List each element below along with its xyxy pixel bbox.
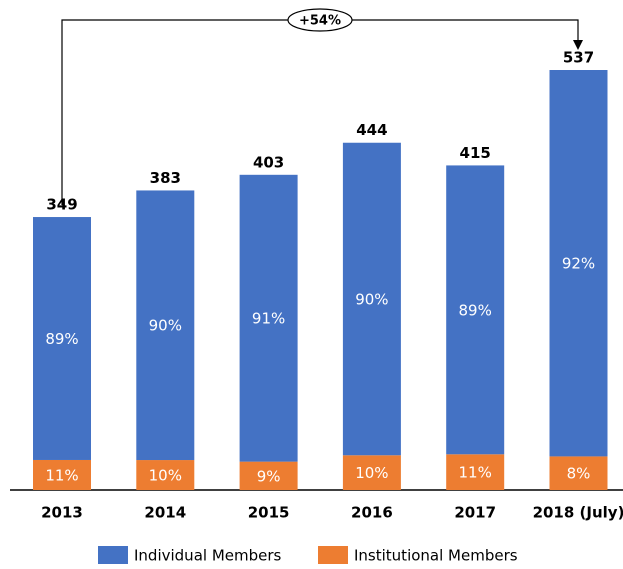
- x-tick-label: 2016: [351, 504, 393, 522]
- segment-label: 11%: [459, 464, 492, 482]
- total-label: 444: [356, 121, 387, 139]
- annotation: +54%: [299, 14, 341, 29]
- legend-label: Individual Members: [134, 547, 282, 565]
- total-label: 415: [460, 144, 491, 162]
- segment-label: 9%: [257, 467, 281, 485]
- legend-swatch: [98, 546, 128, 564]
- segment-label: 90%: [355, 291, 388, 309]
- bar-segment: [342, 455, 401, 490]
- bar-segment: [136, 190, 195, 461]
- x-tick-label: 2015: [248, 504, 290, 522]
- legend-label: Institutional Members: [354, 547, 518, 565]
- bar-segment: [549, 456, 608, 490]
- total-label: 349: [46, 196, 77, 214]
- segment-label: 90%: [149, 317, 182, 335]
- segment-label: 89%: [45, 330, 78, 348]
- total-label: 537: [563, 49, 594, 67]
- total-label: 383: [150, 169, 181, 187]
- bar-segment: [33, 459, 91, 490]
- bar-segment: [446, 165, 505, 455]
- segment-label: 92%: [562, 255, 595, 273]
- x-tick-label: 2013: [41, 504, 83, 522]
- bar-segment: [342, 142, 401, 456]
- segment-label: 8%: [567, 465, 591, 483]
- segment-label: 10%: [355, 464, 388, 482]
- segment-label: 11%: [45, 466, 78, 484]
- bar-segment: [239, 174, 298, 462]
- x-tick-label: 2017: [454, 504, 496, 522]
- bar-segment: [446, 454, 505, 490]
- arrow-head: [573, 40, 583, 50]
- annotation-ellipse: [287, 8, 353, 32]
- x-tick-label: 2018 (July): [533, 504, 623, 522]
- total-label: 403: [253, 153, 284, 171]
- segment-label: 91%: [252, 310, 285, 328]
- bar-segment: [239, 461, 298, 490]
- legend-swatch: [318, 546, 348, 564]
- bar-segment: [33, 217, 91, 460]
- bar-segment: [549, 70, 608, 457]
- segment-label: 89%: [459, 301, 492, 319]
- bar-segment: [136, 460, 195, 490]
- x-tick-label: 2014: [144, 504, 186, 522]
- segment-label: 10%: [149, 467, 182, 485]
